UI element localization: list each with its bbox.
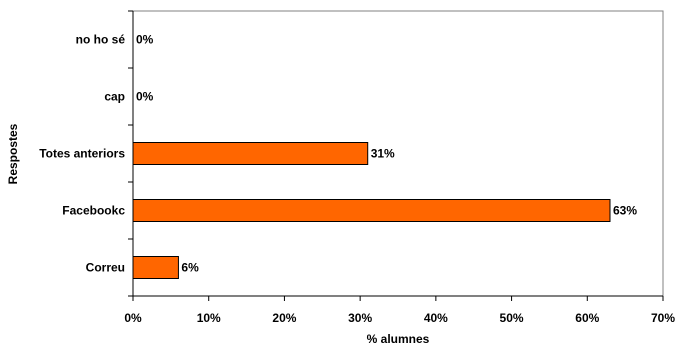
data-label: 6% [181,261,199,275]
data-label: 0% [136,90,154,104]
y-axis-title: Respostes [6,123,20,184]
bars [132,142,611,279]
category-label: Correu [86,261,125,275]
x-tick-label: 70% [651,311,675,325]
bar-4 [132,256,179,279]
data-label: 0% [136,33,154,47]
category-label: cap [104,90,125,104]
data-label: 31% [371,147,395,161]
x-axis-title: % alumnes [367,332,430,346]
category-label: Totes anteriors [39,147,125,161]
x-tick-label: 50% [500,311,524,325]
x-tick-label: 0% [124,311,142,325]
category-label: Facebookc [62,204,125,218]
category-label: no ho sé [76,33,126,47]
bar-3 [132,199,611,222]
x-tick-label: 30% [348,311,372,325]
category-ticks [128,10,133,297]
category-labels: no ho sé cap Totes anteriors Facebookc Corre… [39,33,125,275]
x-axis-ticks [132,296,664,301]
data-labels: 0% 0% 31% 63% 6% [136,33,637,275]
data-label: 63% [613,204,637,218]
bar-2 [132,142,369,165]
x-tick-label: 10% [197,311,221,325]
x-tick-labels: 0% 10% 20% 30% 40% 50% 60% 70% [124,311,675,325]
x-tick-label: 60% [575,311,599,325]
x-tick-label: 20% [272,311,296,325]
x-tick-label: 40% [424,311,448,325]
